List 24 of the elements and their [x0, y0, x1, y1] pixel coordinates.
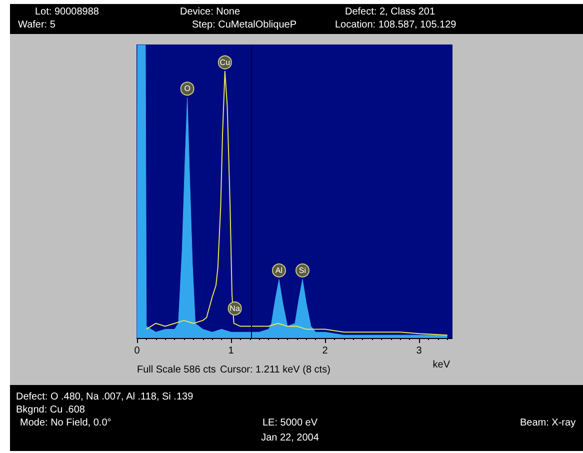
annotation: Na	[230, 304, 240, 313]
text: Mode: No Field, 0.0°	[20, 418, 112, 428]
text: Full Scale 586 cts	[137, 364, 216, 376]
text: LE: 5000 eV	[262, 418, 318, 428]
annotation: O	[184, 84, 190, 94]
x-axis-title: keV	[432, 360, 450, 370]
text: Cursor: 1.211 keV (8 cts)	[220, 364, 330, 376]
annotation: Al	[275, 266, 283, 275]
x-tick-label: 1	[228, 346, 234, 356]
text: Bkgnd: Cu .608	[16, 404, 86, 416]
text: Lot: 90008988	[35, 6, 100, 18]
text: Device: None	[180, 6, 240, 18]
annotation: Si	[298, 266, 306, 275]
text: Beam: X-ray	[520, 418, 576, 428]
text: Defect: O .480, Na .007, Al .118, Si .139	[16, 392, 194, 402]
text: Wafer: 5	[18, 20, 56, 30]
annotation: Cu	[220, 58, 230, 67]
x-tick-label: 0	[134, 346, 140, 356]
x-tick-label: 3	[416, 346, 422, 356]
x-tick-label: 2	[322, 346, 328, 356]
text: Defect: 2, Class 201	[345, 6, 436, 18]
text: Step: CuMetalObliqueP	[192, 20, 297, 30]
text: Location: 108.587, 105.129	[335, 20, 457, 30]
text: Jan 22, 2004	[261, 432, 320, 444]
